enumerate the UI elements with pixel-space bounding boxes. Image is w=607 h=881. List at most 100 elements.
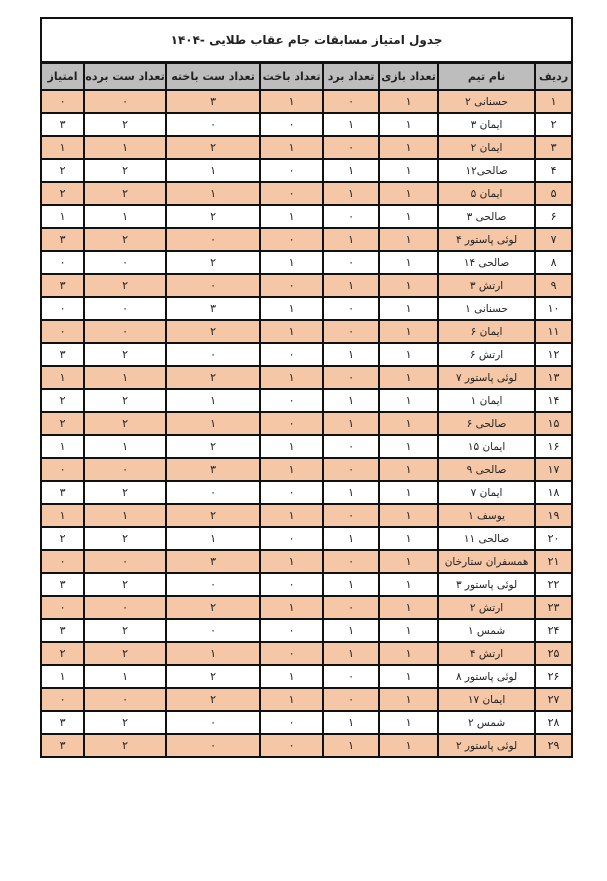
cell-games-played: ۱ <box>378 733 440 758</box>
header-wins: تعداد برد <box>322 61 381 91</box>
cell-sets-won: ۰ <box>83 250 168 275</box>
cell-sets-lost: ۲ <box>165 664 262 689</box>
cell-games-played: ۱ <box>378 296 440 321</box>
cell-rank: ۱۵ <box>534 411 574 436</box>
cell-team-name: شمس ۲ <box>437 710 537 735</box>
cell-wins: ۰ <box>322 365 381 390</box>
cell-games-played: ۱ <box>378 710 440 735</box>
cell-sets-won: ۱ <box>83 503 168 528</box>
cell-wins: ۰ <box>322 549 381 574</box>
cell-points: ۰ <box>39 549 86 574</box>
cell-wins: ۰ <box>322 434 381 459</box>
cell-wins: ۱ <box>322 181 381 206</box>
cell-sets-won: ۲ <box>83 273 168 298</box>
cell-rank: ۷ <box>534 227 574 252</box>
cell-sets-won: ۲ <box>83 641 168 666</box>
cell-games-played: ۱ <box>378 572 440 597</box>
cell-sets-won: ۲ <box>83 112 168 137</box>
cell-losses: ۰ <box>259 411 325 436</box>
cell-sets-won: ۲ <box>83 227 168 252</box>
cell-rank: ۶ <box>534 204 574 229</box>
cell-points: ۲ <box>39 411 86 436</box>
cell-sets-won: ۱ <box>83 135 168 160</box>
cell-wins: ۱ <box>322 273 381 298</box>
cell-games-played: ۱ <box>378 595 440 620</box>
cell-sets-won: ۰ <box>83 595 168 620</box>
cell-team-name: صالحی ۳ <box>437 204 537 229</box>
cell-team-name: صالحی ۱۱ <box>437 526 537 551</box>
cell-sets-won: ۰ <box>83 457 168 482</box>
cell-sets-won: ۱ <box>83 204 168 229</box>
cell-rank: ۳ <box>534 135 574 160</box>
cell-sets-lost: ۰ <box>165 480 262 505</box>
cell-losses: ۱ <box>259 664 325 689</box>
cell-rank: ۱۷ <box>534 457 574 482</box>
cell-sets-lost: ۱ <box>165 526 262 551</box>
cell-games-played: ۱ <box>378 181 440 206</box>
cell-rank: ۲۰ <box>534 526 574 551</box>
cell-losses: ۱ <box>259 434 325 459</box>
cell-team-name: صالحی ۹ <box>437 457 537 482</box>
cell-team-name: حسنانی ۱ <box>437 296 537 321</box>
cell-team-name: همسفران ستارخان <box>437 549 537 574</box>
cell-points: ۰ <box>39 296 86 321</box>
cell-wins: ۱ <box>322 710 381 735</box>
standings-table-container: جدول امتیاز مسابقات جام عقاب طلایی -۱۴۰۴… <box>39 17 574 758</box>
cell-team-name: ارتش ۳ <box>437 273 537 298</box>
cell-rank: ۹ <box>534 273 574 298</box>
cell-rank: ۵ <box>534 181 574 206</box>
cell-team-name: یوسف ۱ <box>437 503 537 528</box>
cell-rank: ۱۲ <box>534 342 574 367</box>
cell-rank: ۸ <box>534 250 574 275</box>
cell-rank: ۱۴ <box>534 388 574 413</box>
cell-games-played: ۱ <box>378 641 440 666</box>
cell-points: ۳ <box>39 572 86 597</box>
cell-team-name: صالحی۱۲ <box>437 158 537 183</box>
cell-sets-won: ۲ <box>83 411 168 436</box>
cell-sets-won: ۲ <box>83 342 168 367</box>
cell-games-played: ۱ <box>378 365 440 390</box>
cell-games-played: ۱ <box>378 434 440 459</box>
cell-sets-lost: ۰ <box>165 273 262 298</box>
cell-losses: ۰ <box>259 112 325 137</box>
cell-games-played: ۱ <box>378 687 440 712</box>
cell-sets-won: ۱ <box>83 434 168 459</box>
cell-games-played: ۱ <box>378 112 440 137</box>
cell-rank: ۱۹ <box>534 503 574 528</box>
cell-points: ۳ <box>39 733 86 758</box>
cell-points: ۱ <box>39 365 86 390</box>
cell-losses: ۱ <box>259 595 325 620</box>
cell-rank: ۲۶ <box>534 664 574 689</box>
cell-sets-lost: ۱ <box>165 388 262 413</box>
cell-points: ۰ <box>39 89 86 114</box>
cell-sets-lost: ۱ <box>165 641 262 666</box>
cell-games-played: ۱ <box>378 135 440 160</box>
cell-losses: ۱ <box>259 549 325 574</box>
standings-table: جدول امتیاز مسابقات جام عقاب طلایی -۱۴۰۴… <box>39 17 574 758</box>
cell-points: ۳ <box>39 710 86 735</box>
cell-wins: ۰ <box>322 664 381 689</box>
cell-rank: ۲۱ <box>534 549 574 574</box>
cell-games-played: ۱ <box>378 204 440 229</box>
cell-points: ۰ <box>39 319 86 344</box>
cell-games-played: ۱ <box>378 158 440 183</box>
cell-wins: ۱ <box>322 618 381 643</box>
header-rank: ردیف <box>534 61 574 91</box>
cell-team-name: ارتش ۲ <box>437 595 537 620</box>
cell-rank: ۴ <box>534 158 574 183</box>
table-title: جدول امتیاز مسابقات جام عقاب طلایی -۱۴۰۴ <box>39 17 574 64</box>
cell-losses: ۰ <box>259 710 325 735</box>
cell-sets-lost: ۲ <box>165 595 262 620</box>
cell-sets-lost: ۱ <box>165 411 262 436</box>
cell-rank: ۲۴ <box>534 618 574 643</box>
